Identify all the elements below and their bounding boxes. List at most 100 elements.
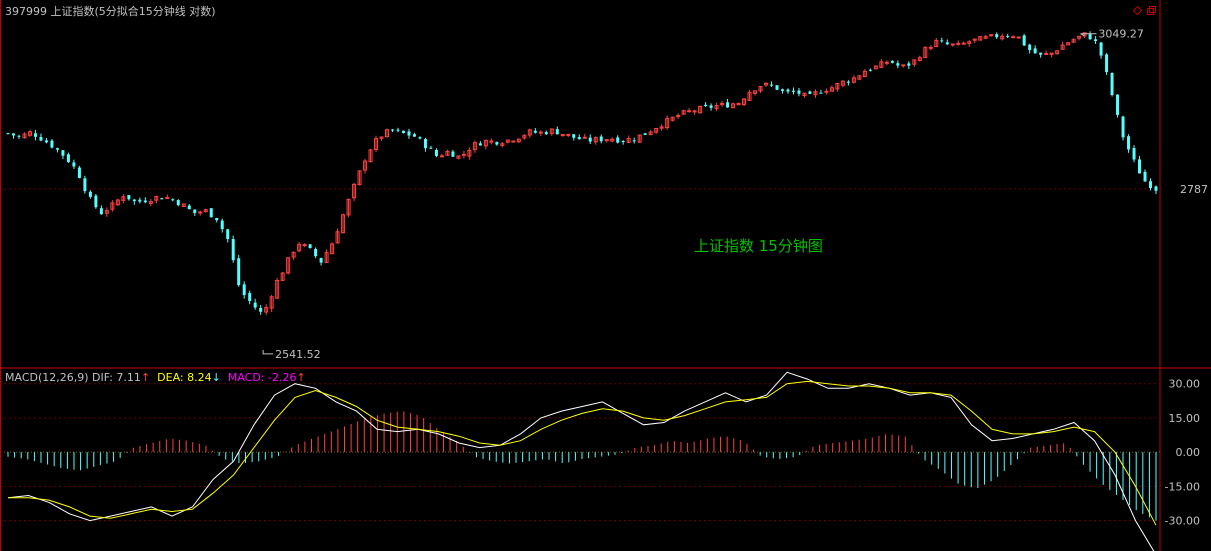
candle xyxy=(83,175,87,194)
candle-body xyxy=(88,191,92,197)
candle xyxy=(1011,35,1016,39)
candle-body xyxy=(253,302,257,308)
candle xyxy=(626,135,631,143)
candle-body xyxy=(1006,36,1010,38)
candle xyxy=(1116,94,1120,118)
candle-body xyxy=(736,102,741,106)
candle xyxy=(17,134,21,140)
candle xyxy=(456,155,461,160)
candle-body xyxy=(709,105,713,108)
candle xyxy=(1149,178,1153,191)
candle xyxy=(621,140,625,145)
candle xyxy=(1127,134,1131,153)
candle-body xyxy=(692,110,697,113)
candle xyxy=(346,198,351,218)
candle-body xyxy=(868,69,872,71)
candle xyxy=(88,190,92,199)
candle xyxy=(286,257,291,275)
candle-body xyxy=(544,132,548,135)
candle xyxy=(698,105,703,114)
candle-body xyxy=(483,140,488,147)
candle-body xyxy=(873,65,878,70)
candle-body xyxy=(1149,181,1153,189)
candle xyxy=(495,141,499,146)
candle xyxy=(923,46,928,58)
candle-body xyxy=(616,137,620,143)
candle-body xyxy=(154,195,159,201)
candle-body xyxy=(94,195,98,208)
candle-body xyxy=(489,140,494,143)
candle-body xyxy=(840,80,845,86)
candle xyxy=(736,102,741,106)
candle xyxy=(165,194,170,200)
candle-body xyxy=(1138,159,1142,174)
candle xyxy=(1105,53,1109,75)
candle xyxy=(560,134,565,137)
candle xyxy=(714,102,719,112)
price-labels: 3049.27 2541.52 xyxy=(262,28,1144,361)
candle xyxy=(527,128,532,138)
candle-body xyxy=(429,147,433,149)
candle xyxy=(896,60,900,69)
candle xyxy=(1016,36,1021,39)
candle-body xyxy=(478,143,482,146)
candle xyxy=(160,197,164,200)
candle xyxy=(467,147,472,160)
candle-body xyxy=(198,211,203,214)
candle xyxy=(379,136,384,141)
candle xyxy=(61,149,65,160)
macd-grid xyxy=(4,383,1160,522)
candle-body xyxy=(83,178,87,192)
candle xyxy=(967,40,972,47)
candle-body xyxy=(890,60,894,63)
candle-body xyxy=(286,257,291,274)
candle-body xyxy=(704,104,708,107)
candle-body xyxy=(626,138,631,143)
candle xyxy=(835,82,840,92)
candle-body xyxy=(505,139,510,143)
candle-body xyxy=(835,82,840,90)
candle xyxy=(330,242,335,255)
candle xyxy=(319,257,323,266)
candle-body xyxy=(1044,53,1049,56)
candle xyxy=(472,140,477,153)
maximize-icon[interactable] xyxy=(1147,6,1156,15)
candle xyxy=(648,129,653,136)
candle-body xyxy=(396,129,400,131)
candle xyxy=(198,210,203,216)
candle xyxy=(670,116,675,122)
candle-body xyxy=(363,160,368,171)
candle-body xyxy=(632,140,636,142)
candle xyxy=(687,107,692,113)
candle-body xyxy=(621,140,625,143)
restore-icon[interactable] xyxy=(1133,6,1142,15)
candle-body xyxy=(940,40,944,42)
candle-body xyxy=(1094,39,1098,42)
candle-body xyxy=(566,133,571,136)
candle-body xyxy=(385,129,390,138)
candle xyxy=(187,203,191,210)
candle-body xyxy=(1033,48,1037,54)
candle xyxy=(758,86,763,93)
candle-body xyxy=(879,61,884,68)
candle xyxy=(121,194,126,204)
candle-body xyxy=(824,90,829,93)
candle-body xyxy=(226,229,230,240)
candle xyxy=(616,135,620,144)
candle xyxy=(1000,33,1005,41)
candle-body xyxy=(780,89,784,91)
candle xyxy=(912,59,917,67)
candle xyxy=(215,217,219,223)
macd-y-ticks: 30.00 15.00 0.00 -15.00 -30.00 xyxy=(1165,378,1200,528)
candle-body xyxy=(797,90,801,94)
candle-body xyxy=(764,82,769,86)
candle xyxy=(533,127,537,134)
candle xyxy=(726,98,730,108)
candle xyxy=(269,294,274,313)
candle xyxy=(538,130,543,137)
candle-body xyxy=(1055,50,1060,55)
candle-body xyxy=(390,129,394,131)
candle-body xyxy=(418,137,422,139)
candle xyxy=(797,87,801,97)
